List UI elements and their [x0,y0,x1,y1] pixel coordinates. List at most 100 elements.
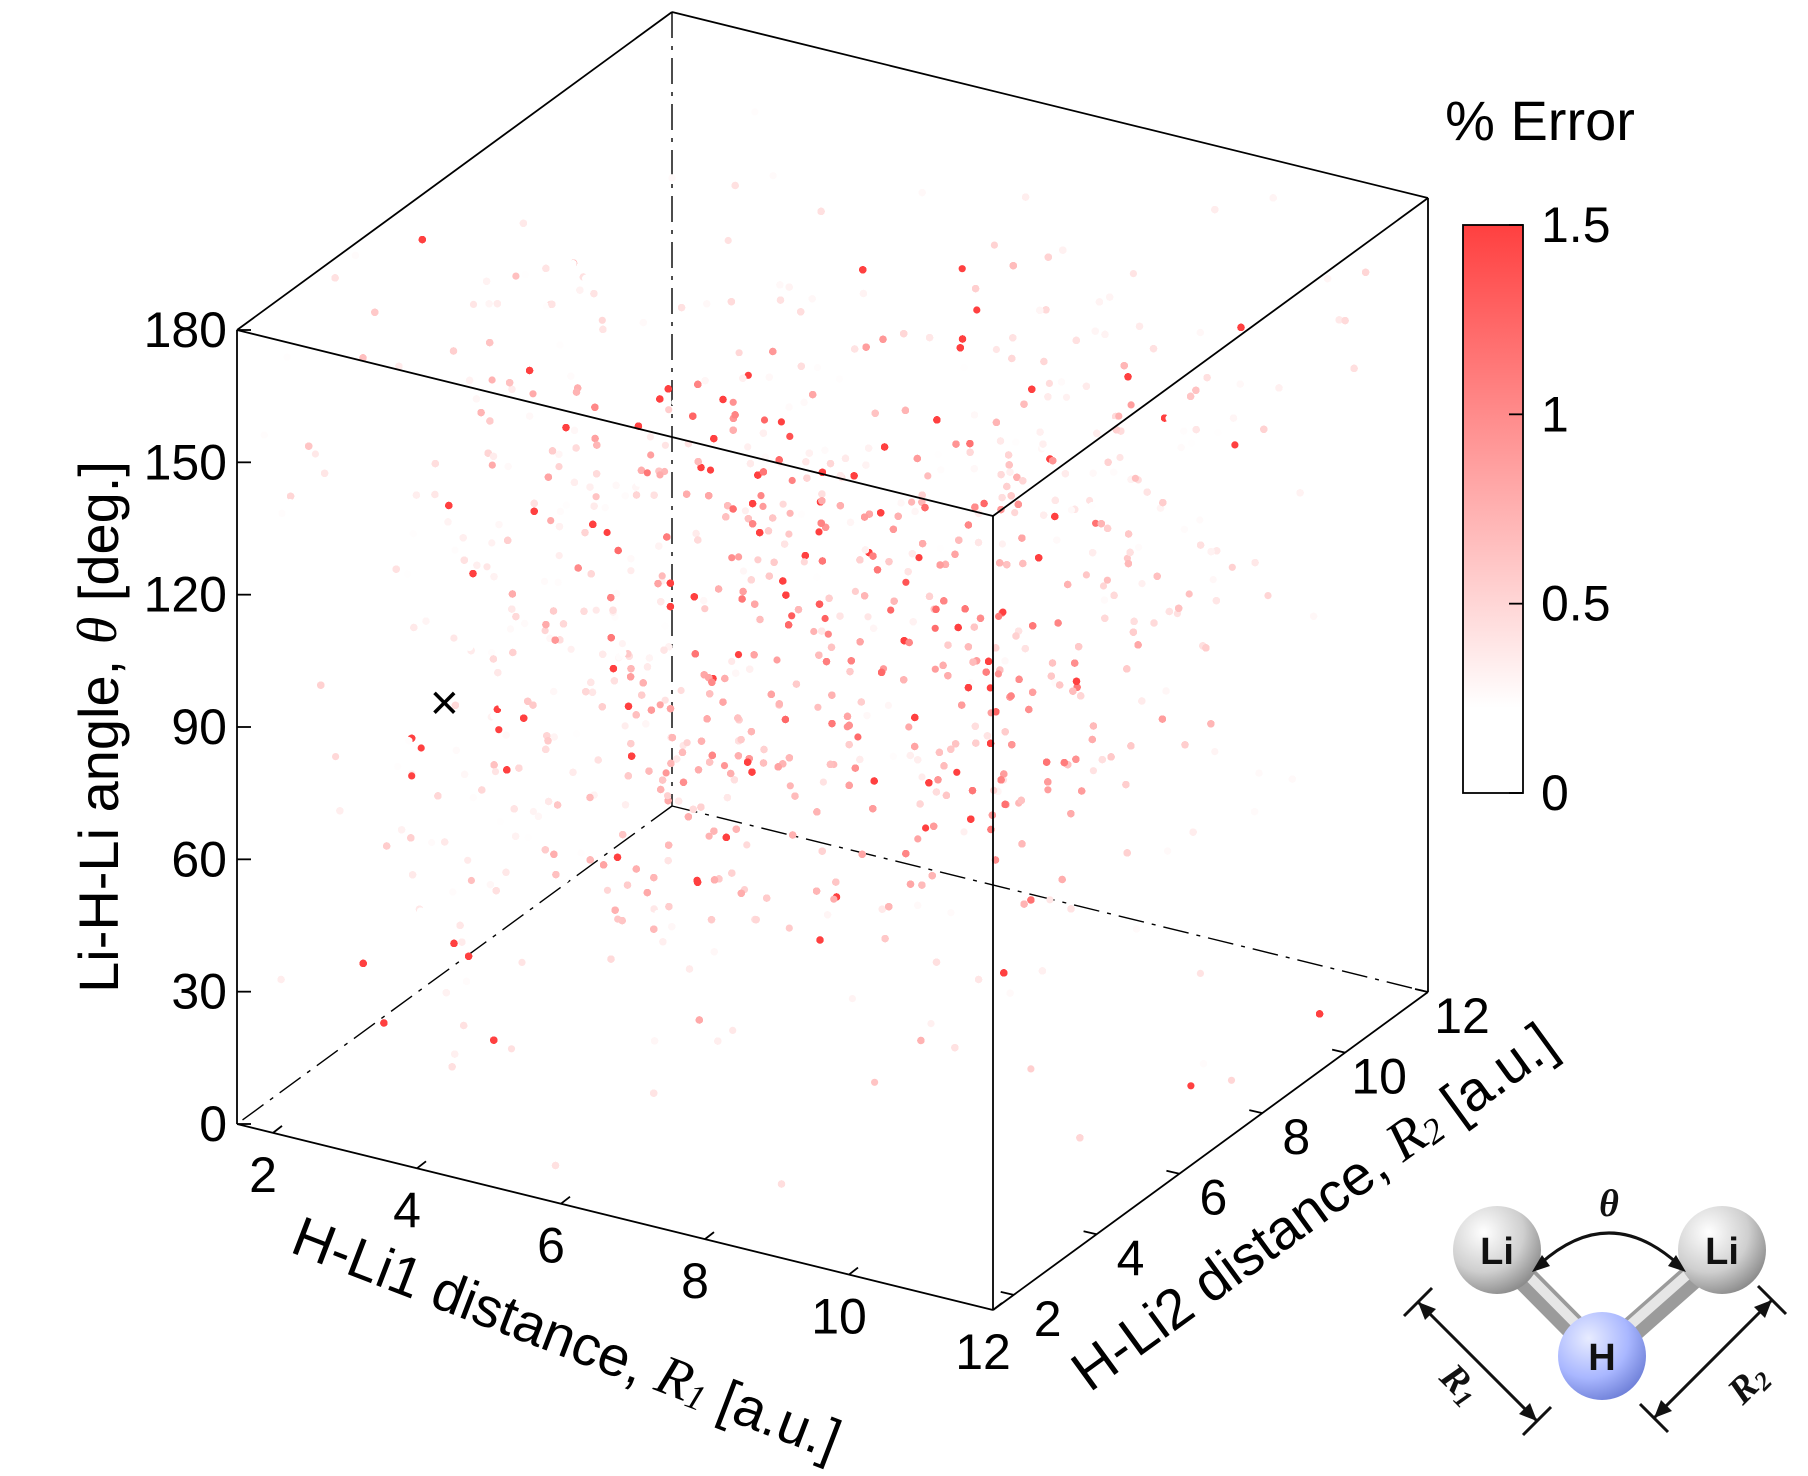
data-point [660,500,668,508]
data-point [785,924,793,932]
data-point [555,450,563,458]
data-point [1260,247,1268,255]
data-point [1009,262,1017,270]
data-point [719,395,727,404]
data-point [1231,477,1239,485]
data-point [878,634,886,642]
data-point [926,334,934,342]
data-point [590,502,598,510]
data-point [797,308,805,316]
data-point [1196,969,1204,978]
data-point [771,527,780,535]
data-point [863,712,871,720]
data-point [782,591,790,599]
data-point [466,393,474,402]
data-point [1019,634,1027,642]
data-point [765,572,773,580]
data-point [1296,256,1304,264]
data-point [1064,562,1072,570]
data-point [305,442,313,450]
data-point [634,479,643,487]
data-point [632,711,640,719]
data-point [918,189,926,197]
data-point [806,563,814,571]
data-point [713,477,721,485]
data-point [930,643,939,651]
data-point [632,491,641,499]
data-point [764,527,773,535]
data-point [592,493,600,501]
data-point [599,698,607,706]
data-point [473,938,481,946]
data-point [1040,511,1048,519]
data-point [661,441,670,449]
data-point [1019,1040,1027,1049]
data-point [660,646,668,654]
data-point [666,579,675,587]
data-point [476,571,484,579]
data-point [358,613,366,621]
data-point [664,857,672,865]
data-point [928,263,937,271]
data-point [407,834,415,842]
data-point [1236,380,1244,388]
data-point [321,469,329,477]
data-point [679,381,687,389]
data-point [577,849,585,857]
data-point [788,319,796,328]
data-point [856,556,864,564]
data-point [970,465,978,473]
data-point [467,876,475,885]
data-point [661,622,669,630]
data-point [449,347,458,355]
data-point [911,507,919,516]
data-point [512,613,520,621]
data-point [509,648,517,657]
data-point [1042,306,1050,314]
data-point [991,500,999,508]
data-point [675,653,684,661]
data-point [1110,468,1118,476]
data-point [1106,293,1114,301]
data-point [1055,400,1063,408]
data-point [717,457,725,465]
data-point [763,53,771,62]
data-point [746,460,755,468]
data-point [587,447,595,455]
data-point [831,321,839,329]
data-point [534,812,543,821]
data-point [1193,621,1201,629]
data-point [432,537,440,545]
data-point [412,491,420,499]
data-point [1147,325,1155,333]
data-point [851,345,859,353]
data-point [494,669,502,677]
data-point [1051,496,1059,504]
data-point [450,634,458,642]
data-point [574,636,582,644]
data-point [753,246,761,254]
data-point [696,832,704,841]
data-point [562,445,571,453]
data-point [490,761,498,769]
data-point [702,361,710,369]
data-point [451,546,459,554]
data-point [775,585,783,593]
data-point [582,274,590,282]
data-point [1091,327,1099,335]
data-point [1132,386,1140,394]
data-point [654,742,662,750]
data-point [530,507,538,515]
data-point [1348,436,1356,445]
data-point [649,687,657,695]
data-point [346,997,354,1005]
data-point [1187,439,1195,447]
data-point [701,605,709,613]
data-point [1006,935,1014,943]
data-point [1033,459,1041,467]
data-point [1163,434,1172,442]
data-point [694,536,702,544]
data-point [1260,425,1268,433]
data-point [867,374,875,383]
